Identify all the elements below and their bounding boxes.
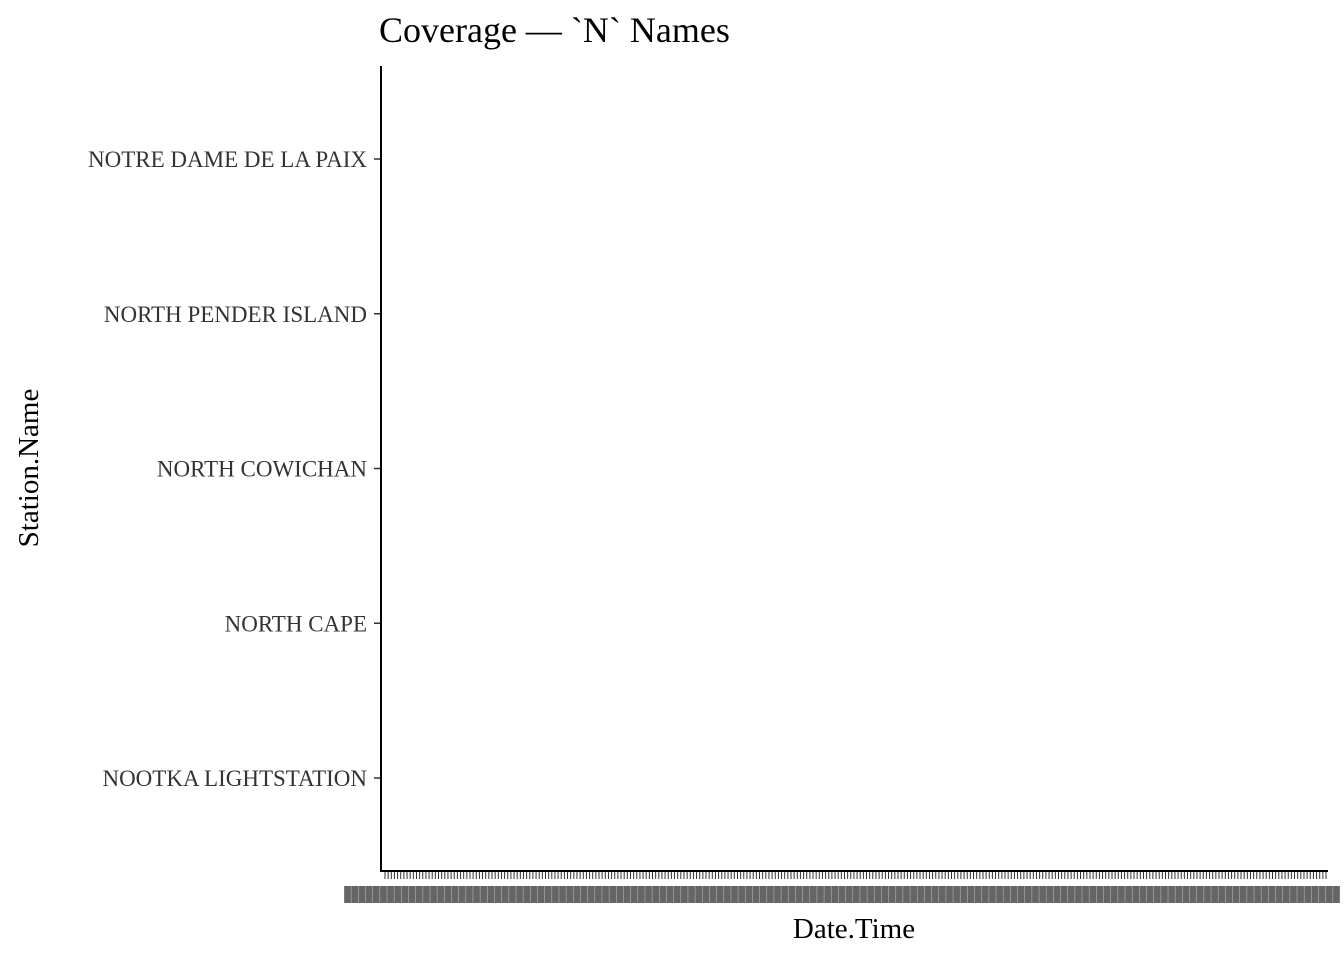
y-axis-ticks: NOOTKA LIGHTSTATION NORTH CAPE NORTH COWIC… [88, 147, 381, 791]
x-tick-labels-overlap [344, 886, 1340, 903]
y-tick-label: NORTH COWICHAN [157, 457, 367, 482]
y-tick-label: NORTH CAPE [225, 611, 367, 636]
x-axis-title: Date.Time [793, 913, 915, 945]
chart-title: Coverage — `N` Names [379, 10, 730, 50]
y-tick-label: NOOTKA LIGHTSTATION [102, 766, 367, 791]
y-tick-label: NORTH PENDER ISLAND [104, 302, 367, 327]
y-tick-label: NOTRE DAME DE LA PAIX [88, 147, 367, 172]
y-axis-title: Station.Name [13, 389, 45, 548]
x-axis-ticks [343, 871, 1341, 903]
